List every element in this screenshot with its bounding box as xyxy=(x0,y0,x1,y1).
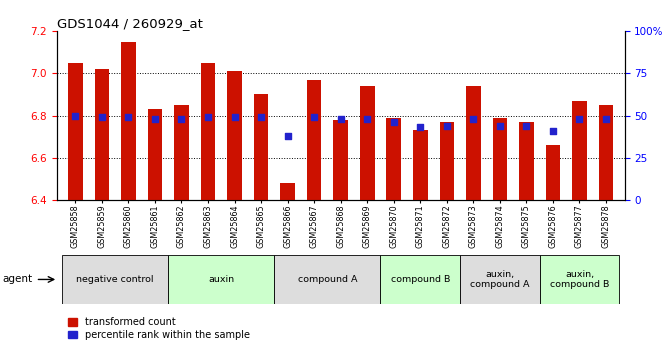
Point xyxy=(362,116,373,122)
Point xyxy=(388,120,399,125)
Bar xyxy=(387,118,401,200)
Text: negative control: negative control xyxy=(76,275,154,284)
Bar xyxy=(540,255,619,304)
Point xyxy=(202,115,213,120)
Point xyxy=(335,116,346,122)
Point xyxy=(415,125,426,130)
Text: compound B: compound B xyxy=(391,275,450,284)
Bar xyxy=(68,63,83,200)
Point xyxy=(229,115,240,120)
Point xyxy=(574,116,584,122)
Bar xyxy=(200,63,215,200)
Bar xyxy=(95,69,109,200)
Bar xyxy=(546,145,560,200)
Bar xyxy=(62,255,168,304)
Bar xyxy=(168,255,275,304)
Bar xyxy=(460,255,540,304)
Bar xyxy=(333,120,348,200)
Point xyxy=(309,115,319,120)
Bar xyxy=(492,118,507,200)
Bar xyxy=(381,255,460,304)
Text: auxin,
compound B: auxin, compound B xyxy=(550,270,609,289)
Text: auxin,
compound A: auxin, compound A xyxy=(470,270,530,289)
Point xyxy=(468,116,479,122)
Bar xyxy=(466,86,481,200)
Text: agent: agent xyxy=(3,275,33,284)
Point xyxy=(256,115,267,120)
Point xyxy=(601,116,611,122)
Point xyxy=(442,123,452,128)
Point xyxy=(70,113,81,118)
Bar xyxy=(519,122,534,200)
Bar xyxy=(275,255,381,304)
Point xyxy=(123,115,134,120)
Bar xyxy=(307,80,321,200)
Bar xyxy=(599,105,613,200)
Bar xyxy=(281,183,295,200)
Point xyxy=(97,115,108,120)
Bar xyxy=(254,95,269,200)
Bar xyxy=(227,71,242,200)
Bar xyxy=(440,122,454,200)
Point xyxy=(176,116,187,122)
Point xyxy=(283,133,293,139)
Point xyxy=(521,123,532,128)
Bar xyxy=(413,130,428,200)
Text: compound A: compound A xyxy=(298,275,357,284)
Legend: transformed count, percentile rank within the sample: transformed count, percentile rank withi… xyxy=(68,317,250,340)
Bar xyxy=(121,42,136,200)
Point xyxy=(548,128,558,134)
Text: GDS1044 / 260929_at: GDS1044 / 260929_at xyxy=(57,17,202,30)
Bar xyxy=(572,101,587,200)
Bar xyxy=(360,86,375,200)
Point xyxy=(150,116,160,122)
Point xyxy=(494,123,505,128)
Text: auxin: auxin xyxy=(208,275,234,284)
Bar xyxy=(148,109,162,200)
Bar xyxy=(174,105,189,200)
